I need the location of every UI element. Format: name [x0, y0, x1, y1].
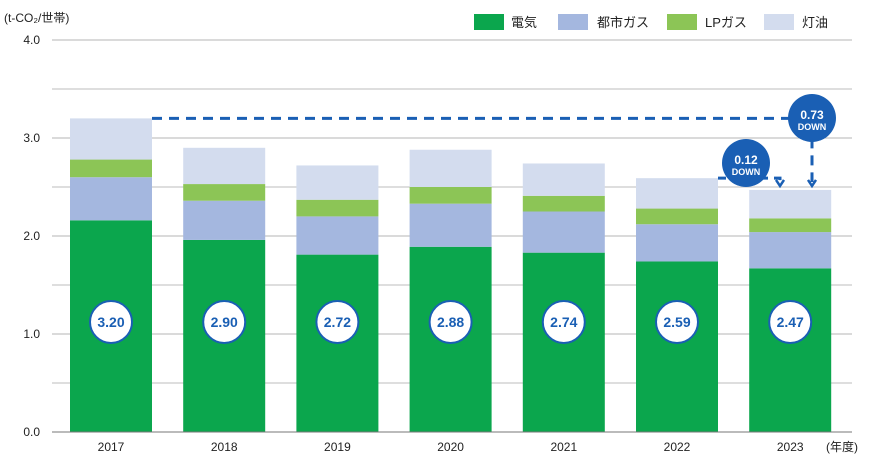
- bar-segment-2021-1: [522, 211, 605, 253]
- legend-swatch-kerosene: [764, 14, 794, 30]
- total-label: 2.74: [550, 314, 577, 330]
- x-tick-label: 2018: [211, 440, 238, 454]
- bar-segment-2020-1: [409, 203, 492, 247]
- y-tick-label: 1.0: [23, 327, 40, 341]
- axes: 0.0 1.0 2.0 3.0 4.0 2017 2018 2019 2020 2021 2022 2…: [23, 33, 858, 454]
- bar-segment-2021-3: [522, 163, 605, 196]
- bar-segment-2022-2: [636, 208, 718, 225]
- bar-segment-2017-2: [70, 159, 152, 178]
- bar-segment-2019-1: [296, 216, 379, 255]
- total-label: 3.20: [97, 314, 124, 330]
- diff-badge-yoy: [722, 139, 770, 187]
- diff-word-yoy: DOWN: [732, 167, 761, 177]
- legend-label-lp-gas: LPガス: [705, 15, 747, 30]
- x-tick-label: 2020: [437, 440, 464, 454]
- x-tick-label: 2021: [550, 440, 577, 454]
- bar-segment-2019-3: [296, 165, 379, 200]
- arrow-down-icon: [774, 179, 786, 189]
- legend-swatch-electricity: [474, 14, 504, 30]
- bar-segment-2021-2: [522, 195, 605, 212]
- legend: 電気 都市ガス LPガス 灯油: [474, 14, 828, 30]
- bar-segment-2023-1: [749, 232, 832, 269]
- bar-segment-2023-0: [749, 268, 832, 432]
- bar-segment-2020-3: [409, 149, 492, 187]
- x-tick-label: 2019: [324, 440, 351, 454]
- y-tick-label: 4.0: [23, 33, 40, 47]
- legend-label-kerosene: 灯油: [802, 15, 828, 30]
- bar-segment-2019-2: [296, 199, 379, 217]
- x-tick-label: 2023: [777, 440, 804, 454]
- bar-segment-2022-3: [636, 178, 718, 209]
- total-label: 2.72: [324, 314, 351, 330]
- x-axis-unit-label: (年度): [826, 439, 858, 454]
- x-tick-label: 2022: [664, 440, 691, 454]
- y-tick-label: 3.0: [23, 131, 40, 145]
- total-label: 2.90: [211, 314, 238, 330]
- total-badge: [768, 300, 813, 344]
- diff-badge-total: [788, 94, 836, 142]
- legend-label-city-gas: 都市ガス: [597, 15, 649, 30]
- total-badge: [89, 300, 133, 344]
- bars: 3.20 2.90 2.72 2.88 2.74 2.59 2.47: [70, 118, 832, 432]
- bar-segment-2017-3: [70, 118, 152, 160]
- bar-segment-2017-1: [70, 177, 152, 221]
- total-label: 2.88: [437, 314, 464, 330]
- bar-segment-2022-0: [636, 261, 718, 432]
- total-label: 2.59: [663, 314, 690, 330]
- bar-segment-2018-2: [183, 184, 266, 201]
- total-badge: [202, 300, 247, 344]
- legend-swatch-lp-gas: [667, 14, 697, 30]
- bar-segment-2022-1: [636, 224, 718, 262]
- x-tick-label: 2017: [98, 440, 125, 454]
- total-badge: [315, 300, 360, 344]
- bar-segment-2018-3: [183, 147, 266, 185]
- bar-segment-2020-2: [409, 187, 492, 204]
- y-tick-label: 2.0: [23, 229, 40, 243]
- bar-segment-2023-3: [749, 189, 832, 219]
- y-tick-label: 0.0: [23, 425, 40, 439]
- diff-value-total: 0.73: [800, 108, 824, 122]
- comparison-line-2017: [152, 116, 814, 182]
- y-unit-label: (t-CO₂/世帯): [4, 11, 69, 25]
- legend-swatch-city-gas: [558, 14, 588, 30]
- bar-segment-2023-2: [749, 218, 832, 233]
- diff-value-yoy: 0.12: [734, 153, 758, 167]
- diff-word-total: DOWN: [798, 122, 827, 132]
- total-badge: [428, 300, 473, 344]
- total-badge: [541, 300, 586, 344]
- legend-label-electricity: 電気: [511, 15, 537, 30]
- total-label: 2.47: [777, 314, 804, 330]
- arrow-down-icon: [806, 179, 818, 189]
- bar-segment-2018-1: [183, 200, 266, 240]
- total-badge: [655, 300, 699, 344]
